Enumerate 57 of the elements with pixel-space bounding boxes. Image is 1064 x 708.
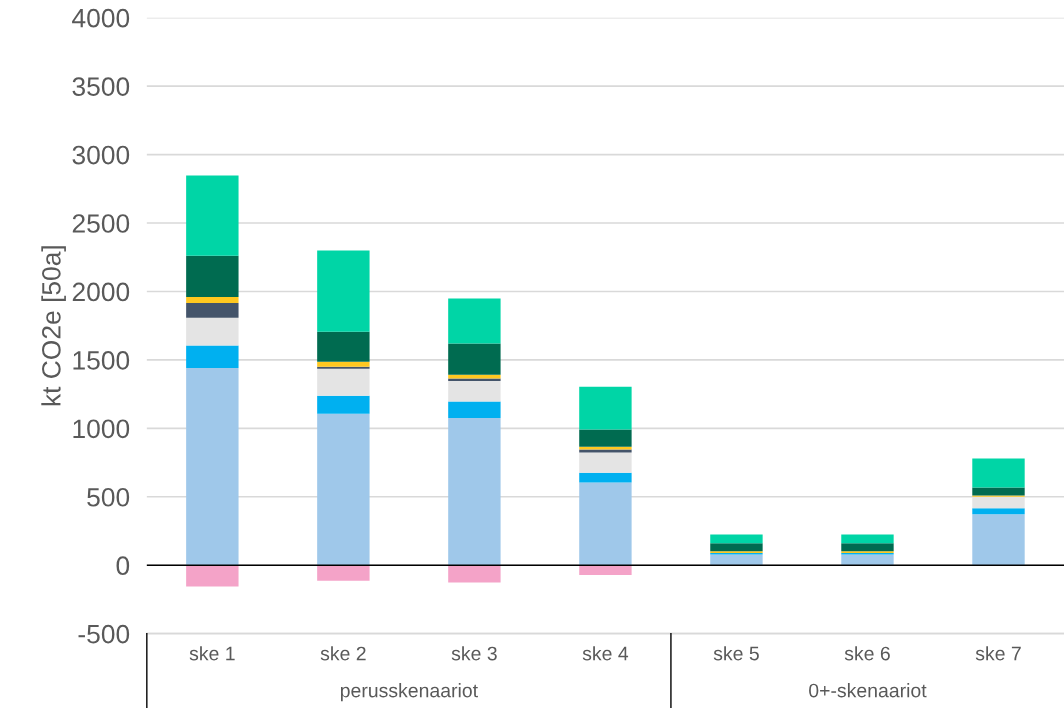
bar bbox=[186, 303, 239, 318]
bar bbox=[186, 317, 239, 346]
bar bbox=[841, 534, 894, 544]
bar bbox=[186, 368, 239, 566]
x-tick-label: ske 1 bbox=[189, 646, 235, 661]
bar bbox=[448, 418, 501, 566]
bar bbox=[186, 345, 239, 369]
y-tick-label: 500 bbox=[87, 487, 130, 507]
bar bbox=[448, 343, 501, 375]
y-tick-label: 1500 bbox=[73, 351, 130, 370]
bar bbox=[317, 395, 370, 414]
bar bbox=[579, 429, 632, 447]
bar bbox=[317, 361, 370, 367]
bar bbox=[710, 543, 763, 552]
bar bbox=[448, 298, 501, 344]
text: perusskenaariot bbox=[340, 683, 478, 702]
bar bbox=[448, 565, 501, 583]
bar bbox=[579, 386, 632, 430]
y-tick-label: 0 bbox=[116, 556, 130, 576]
bar bbox=[448, 401, 501, 419]
y-tick-label: 3500 bbox=[72, 77, 130, 96]
y-tick-label: -500 bbox=[78, 624, 130, 644]
x-tick-label: ske 7 bbox=[975, 646, 1021, 661]
bar bbox=[579, 565, 632, 575]
y-tick-label: 2000 bbox=[72, 282, 130, 302]
x-tick-label: ske 6 bbox=[844, 646, 890, 661]
bar bbox=[448, 381, 501, 402]
bar bbox=[972, 508, 1025, 515]
bar bbox=[317, 366, 370, 369]
bar bbox=[317, 413, 370, 566]
bar bbox=[317, 565, 370, 581]
bar bbox=[972, 458, 1025, 488]
bar bbox=[972, 487, 1025, 496]
y-tick-label: 1000 bbox=[73, 419, 130, 439]
bar bbox=[579, 452, 632, 473]
bar bbox=[186, 255, 239, 298]
text: 0+-skenaariot bbox=[809, 683, 927, 698]
x-tick-label: ske 5 bbox=[713, 646, 759, 661]
y-tick-label: 2500 bbox=[72, 214, 130, 233]
bar bbox=[317, 250, 370, 332]
y-tick-label: 4000 bbox=[72, 8, 130, 28]
x-tick-label: ske 3 bbox=[451, 646, 497, 661]
y-tick-label: 3000 bbox=[72, 145, 130, 165]
bar bbox=[579, 472, 632, 483]
y-axis-title: kt CO2e [50a] bbox=[41, 246, 66, 406]
bar bbox=[186, 565, 239, 587]
bar bbox=[186, 297, 239, 304]
bar bbox=[448, 374, 501, 379]
bar bbox=[186, 175, 239, 256]
x-tick-label: ske 4 bbox=[582, 646, 629, 661]
bar bbox=[841, 543, 894, 552]
bar bbox=[972, 514, 1025, 566]
bar bbox=[317, 368, 370, 396]
bar bbox=[710, 534, 763, 544]
bar bbox=[579, 482, 632, 566]
x-tick-label: ske 2 bbox=[320, 646, 366, 661]
bar bbox=[317, 331, 370, 362]
